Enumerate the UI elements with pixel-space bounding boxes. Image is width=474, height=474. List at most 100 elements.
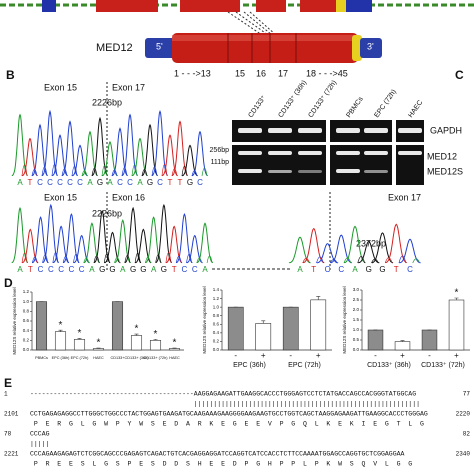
trace-peak bbox=[398, 238, 421, 264]
gene-label: MED12 bbox=[96, 42, 133, 54]
x-tick-label: EPC (36h) bbox=[233, 362, 266, 369]
y-tick-label: 0.5 bbox=[353, 337, 360, 342]
band bbox=[364, 151, 388, 155]
bar bbox=[310, 299, 327, 351]
y-tick-label: 0.4 bbox=[23, 328, 30, 333]
base-call: G bbox=[187, 178, 193, 187]
base-call: G bbox=[97, 178, 103, 187]
seq-text: CCCAG bbox=[30, 431, 50, 438]
zoom-line bbox=[249, 11, 277, 36]
panel-label: D bbox=[4, 276, 13, 290]
band bbox=[238, 169, 262, 173]
x-tick-label: CD133+ (36h) bbox=[125, 356, 150, 360]
exon-label: 15 bbox=[235, 68, 245, 78]
band-label: MED12S bbox=[427, 166, 463, 176]
trace-noise bbox=[186, 253, 192, 264]
exon-block bbox=[180, 0, 240, 12]
trace-peak bbox=[93, 209, 111, 264]
trace-noise bbox=[41, 166, 48, 177]
trace-peak bbox=[61, 120, 79, 177]
bar bbox=[421, 329, 438, 351]
band bbox=[268, 151, 292, 155]
treatment-sign: + bbox=[316, 351, 321, 360]
base-call: C bbox=[182, 265, 188, 274]
trace-noise bbox=[343, 257, 352, 264]
exon-block bbox=[96, 0, 158, 12]
bar bbox=[35, 301, 48, 351]
seq-start: 1 bbox=[4, 391, 8, 398]
y-tick-label: 1.2 bbox=[213, 296, 220, 301]
significance: * bbox=[154, 329, 158, 340]
trace-noise bbox=[31, 256, 38, 264]
band bbox=[238, 151, 262, 155]
bar bbox=[367, 329, 384, 351]
y-tick-label: 0.0 bbox=[23, 347, 30, 352]
y-tick-label: 1.0 bbox=[23, 299, 30, 304]
exon-name: Exon 15 bbox=[44, 192, 77, 202]
band bbox=[398, 128, 422, 133]
base-call: C bbox=[38, 265, 44, 274]
band-label: MED12 bbox=[427, 151, 457, 161]
trace-noise bbox=[51, 164, 58, 177]
exon-label: 18 - - ->45 bbox=[306, 68, 348, 78]
trace-noise bbox=[191, 170, 198, 177]
seq-end: 82 bbox=[463, 431, 471, 438]
base-call: G bbox=[109, 265, 115, 274]
trace-noise bbox=[181, 165, 188, 177]
trace-peak bbox=[191, 130, 208, 177]
trace-peak bbox=[151, 109, 169, 176]
error-bar bbox=[400, 340, 405, 342]
seq-text: ||||| bbox=[30, 441, 50, 448]
base-call: A bbox=[120, 265, 126, 274]
seq-start: 78 bbox=[4, 431, 12, 438]
base-call: A bbox=[137, 178, 143, 187]
trace-noise bbox=[175, 256, 182, 264]
base-call: A bbox=[107, 178, 113, 187]
trace-peak bbox=[175, 212, 193, 264]
bar bbox=[168, 348, 181, 351]
trace-noise bbox=[131, 164, 138, 177]
band bbox=[336, 128, 360, 133]
y-axis-label: MED12S relative expression level bbox=[12, 287, 17, 354]
highlight bbox=[172, 35, 358, 41]
x-tick-label: CD133+ bbox=[110, 356, 125, 360]
trace-noise bbox=[114, 257, 121, 264]
trace-peak bbox=[385, 223, 407, 264]
y-tick-label: 2.5 bbox=[353, 297, 360, 302]
size-label: 256bp bbox=[210, 147, 230, 154]
trace-peak bbox=[302, 227, 325, 264]
base-call: C bbox=[48, 265, 54, 274]
bar-charts: 0.0 0.2 0.4 0.6 0.8 1.0 1.2 MED12S relative exp… bbox=[12, 286, 470, 369]
x-tick-label: HAEC bbox=[169, 356, 180, 360]
base-call: C bbox=[117, 178, 123, 187]
y-tick-label: 1.5 bbox=[353, 317, 360, 322]
three-prime: 3' bbox=[367, 41, 374, 51]
error-bar bbox=[316, 296, 321, 300]
trace-noise bbox=[398, 255, 407, 264]
y-axis-label: MED12S relative expression level bbox=[342, 286, 347, 353]
seq-text: ----------------------------------------… bbox=[30, 391, 417, 398]
trace-peak bbox=[330, 234, 352, 264]
five-prime: 5' bbox=[156, 41, 163, 51]
significance: * bbox=[135, 324, 139, 335]
base-call: C bbox=[58, 265, 64, 274]
bar bbox=[282, 306, 299, 351]
x-tick-label: EPC (36h) bbox=[52, 356, 70, 360]
trace-peak bbox=[343, 225, 366, 264]
y-tick-label: 0.6 bbox=[213, 321, 220, 326]
gel-box bbox=[330, 120, 392, 142]
band bbox=[364, 170, 388, 173]
bar bbox=[149, 340, 162, 351]
y-tick-label: 0.0 bbox=[353, 347, 360, 352]
trace-peak bbox=[11, 113, 28, 176]
base-call: C bbox=[77, 178, 83, 187]
bar bbox=[111, 301, 124, 351]
base-call: T bbox=[28, 265, 33, 274]
error-bar bbox=[153, 339, 158, 341]
treatment-sign: - bbox=[374, 351, 377, 360]
seq-end: 77 bbox=[463, 391, 471, 398]
seq-end: 2340 bbox=[456, 451, 471, 458]
exon-block bbox=[42, 0, 56, 12]
zoom-line bbox=[227, 11, 263, 36]
